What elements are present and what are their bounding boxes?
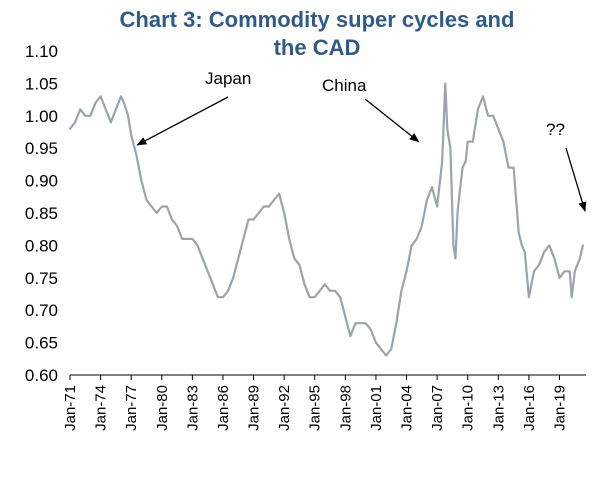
y-tick-label: 0.70 [25,301,58,320]
annotation-arrow [565,147,587,213]
x-tick-label: Jan-92 [276,385,293,431]
x-tick-label: Jan-80 [154,385,171,431]
annotation-label: ?? [546,120,565,139]
x-tick-label: Jan-10 [460,385,477,431]
y-tick-label: 0.75 [25,269,58,288]
y-tick-label: 1.00 [25,107,58,126]
x-tick-label: Jan-19 [551,385,568,431]
y-tick-label: 1.10 [25,42,58,61]
y-axis-tick-labels: 0.60 0.65 0.70 0.75 0.80 0.85 0.90 0.95 1.00 1.05… [25,42,58,385]
chart-title-line1: Chart 3: Commodity super cycles and [120,7,515,32]
x-tick-label: Jan-01 [368,385,385,431]
y-tick-label: 0.85 [25,204,58,223]
y-tick-label: 0.80 [25,236,58,255]
y-tick-label: 0.65 [25,334,58,353]
annotation-arrow [136,96,229,146]
chart-title-line2: the CAD [274,35,361,60]
plot-area [68,82,584,357]
y-tick-label: 0.95 [25,139,58,158]
x-tick-label: Jan-86 [215,385,232,431]
x-tick-label: Jan-74 [93,385,110,431]
y-tick-label: 0.60 [25,366,58,385]
y-tick-label: 1.05 [25,74,58,93]
annotations: Japan China?? [136,69,587,213]
x-tick-label: Jan-95 [307,385,324,431]
x-tick-label: Jan-13 [490,385,507,431]
x-tick-label: Jan-83 [184,385,201,431]
annotation-label: Japan [205,69,251,88]
x-tick-label: Jan-77 [123,385,140,431]
x-tick-label: Jan-07 [429,385,446,431]
x-tick-label: Jan-04 [399,385,416,431]
series-line [68,82,584,357]
x-tick-label: Jan-16 [521,385,538,431]
x-tick-label: Jan-71 [62,385,79,431]
x-tick-label: Jan-89 [246,385,263,431]
annotation-label: China [322,76,367,95]
x-tick-label: Jan-98 [337,385,354,431]
x-axis-tick-labels: Jan-71 Jan-74 Jan-77 Jan-80 Jan-83 Jan-86 Jan-… [62,375,568,431]
annotation-arrow [364,98,420,143]
y-tick-label: 0.90 [25,172,58,191]
